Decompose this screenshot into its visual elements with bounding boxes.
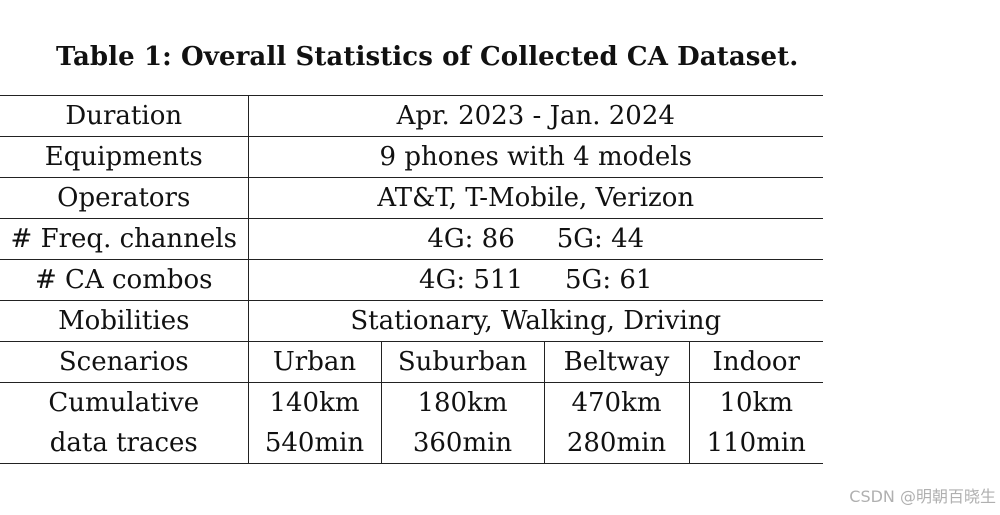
cumulative-label-line1: Cumulative: [48, 388, 200, 418]
row-label-mobilities: Mobilities: [0, 300, 249, 342]
table-row: Mobilities Stationary, Walking, Driving: [0, 300, 823, 342]
table-row: # Freq. channels 4G: 86 5G: 44: [0, 218, 823, 260]
ca-combos-4g: 4G: 511: [419, 265, 524, 295]
freq-channels-4g: 4G: 86: [427, 224, 515, 254]
freq-channels-5g: 5G: 44: [556, 224, 645, 254]
cumulative-distance: 180km: [417, 388, 508, 418]
table-row: Cumulative data traces 140km 540min 180k…: [0, 382, 823, 464]
table-row: # CA combos 4G: 511 5G: 61: [0, 259, 823, 301]
cumulative-time: 280min: [566, 428, 667, 458]
table-caption: Table 1: Overall Statistics of Collected…: [56, 42, 799, 72]
scenario-beltway: Beltway: [544, 341, 690, 383]
table-row: Duration Apr. 2023 - Jan. 2024: [0, 95, 823, 137]
cumulative-suburban: 180km 360min: [381, 382, 545, 464]
table-row: Equipments 9 phones with 4 models: [0, 136, 823, 178]
row-label-ca-combos: # CA combos: [0, 259, 249, 301]
cumulative-label-line2: data traces: [49, 428, 198, 458]
row-label-duration: Duration: [0, 95, 249, 137]
row-value-freq-channels: 4G: 86 5G: 44: [248, 219, 823, 260]
cumulative-time: 540min: [264, 428, 365, 458]
row-label-freq-channels: # Freq. channels: [0, 218, 249, 260]
cumulative-indoor: 10km 110min: [689, 383, 823, 464]
row-label-cumulative: Cumulative data traces: [0, 382, 249, 464]
cumulative-beltway: 470km 280min: [544, 382, 690, 464]
scenario-suburban: Suburban: [381, 341, 545, 383]
scenario-urban: Urban: [248, 341, 382, 383]
row-value-mobilities: Stationary, Walking, Driving: [350, 306, 722, 336]
scenario-indoor: Indoor: [712, 347, 800, 377]
ca-combos-5g: 5G: 61: [565, 265, 653, 295]
row-value-ca-combos: 4G: 511 5G: 61: [248, 260, 823, 301]
row-value-duration: Apr. 2023 - Jan. 2024: [396, 101, 675, 131]
watermark: CSDN @明朝百晓生: [849, 487, 996, 506]
row-label-equipments: Equipments: [0, 136, 249, 178]
statistics-table: Duration Apr. 2023 - Jan. 2024 Equipment…: [0, 95, 823, 464]
cumulative-time: 360min: [412, 428, 513, 458]
table-row: Operators AT&T, T-Mobile, Verizon: [0, 177, 823, 219]
row-value-equipments: 9 phones with 4 models: [379, 142, 692, 172]
cumulative-distance: 140km: [269, 388, 360, 418]
row-label-operators: Operators: [0, 177, 249, 219]
cumulative-distance: 470km: [571, 388, 662, 418]
row-value-operators: AT&T, T-Mobile, Verizon: [377, 183, 695, 213]
cumulative-time: 110min: [706, 428, 806, 458]
table-row: Scenarios Urban Suburban Beltway Indoor: [0, 341, 823, 383]
cumulative-urban: 140km 540min: [248, 382, 382, 464]
row-label-scenarios: Scenarios: [0, 341, 249, 383]
cumulative-distance: 10km: [719, 388, 794, 418]
